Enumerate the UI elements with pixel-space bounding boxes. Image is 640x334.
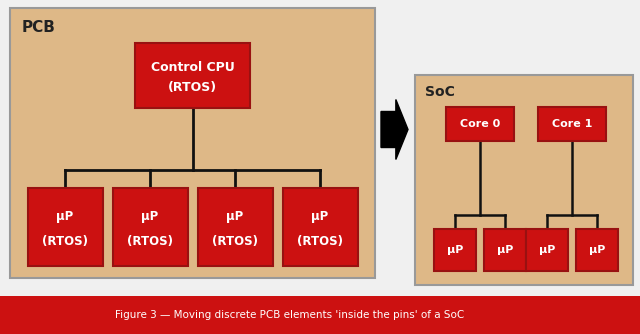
FancyBboxPatch shape [484,229,526,271]
Text: Figure 3 — Moving discrete PCB elements 'inside the pins' of a SoC: Figure 3 — Moving discrete PCB elements … [115,310,465,320]
Text: SoC: SoC [425,85,455,99]
Text: PCB: PCB [22,20,56,35]
Text: (RTOS): (RTOS) [168,81,217,94]
Text: μP: μP [312,210,328,223]
Polygon shape [381,100,408,160]
FancyBboxPatch shape [415,75,633,285]
Text: (RTOS): (RTOS) [212,234,258,247]
Text: μP: μP [497,245,513,255]
FancyBboxPatch shape [526,229,568,271]
Text: Control CPU: Control CPU [150,60,234,73]
FancyBboxPatch shape [113,188,188,266]
FancyBboxPatch shape [435,229,476,271]
Text: μP: μP [141,210,159,223]
FancyBboxPatch shape [538,107,606,141]
FancyBboxPatch shape [135,43,250,108]
Text: (RTOS): (RTOS) [42,234,88,247]
Text: μP: μP [227,210,244,223]
FancyBboxPatch shape [28,188,102,266]
Text: μP: μP [589,245,605,255]
FancyBboxPatch shape [282,188,358,266]
Text: Core 0: Core 0 [460,119,500,129]
FancyBboxPatch shape [10,8,375,278]
Text: (RTOS): (RTOS) [297,234,343,247]
Text: (RTOS): (RTOS) [127,234,173,247]
Bar [0,296,640,334]
FancyBboxPatch shape [198,188,273,266]
Text: μP: μP [447,245,463,255]
Text: μP: μP [56,210,74,223]
FancyBboxPatch shape [576,229,618,271]
Text: μP: μP [539,245,555,255]
FancyBboxPatch shape [447,107,515,141]
Text: Core 1: Core 1 [552,119,592,129]
